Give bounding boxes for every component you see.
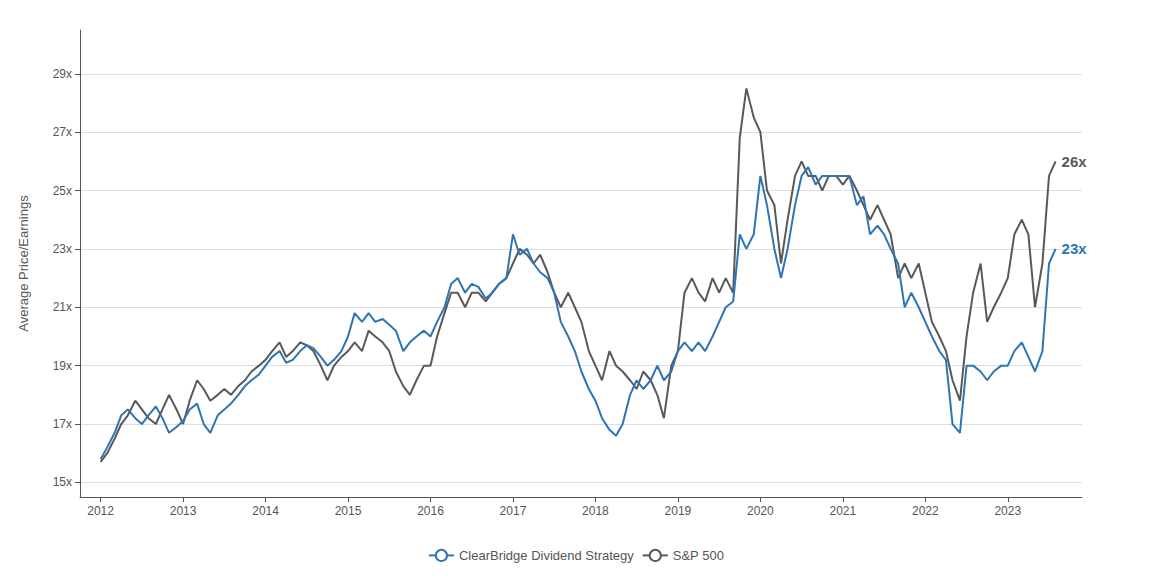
svg-text:2012: 2012 (87, 504, 114, 518)
svg-text:2016: 2016 (417, 504, 444, 518)
svg-text:2015: 2015 (335, 504, 362, 518)
svg-text:2023: 2023 (994, 504, 1021, 518)
svg-text:2013: 2013 (170, 504, 197, 518)
svg-text:2019: 2019 (665, 504, 692, 518)
svg-text:S&P 500: S&P 500 (673, 548, 724, 563)
svg-text:27x: 27x (53, 125, 72, 139)
svg-text:ClearBridge Dividend Strategy: ClearBridge Dividend Strategy (459, 548, 634, 563)
svg-text:2021: 2021 (829, 504, 856, 518)
svg-text:2017: 2017 (500, 504, 527, 518)
svg-text:25x: 25x (53, 184, 72, 198)
svg-text:26x: 26x (1062, 153, 1088, 170)
svg-text:2014: 2014 (252, 504, 279, 518)
svg-text:Average Price/Earnings: Average Price/Earnings (16, 195, 31, 332)
svg-text:19x: 19x (53, 359, 72, 373)
svg-text:23x: 23x (53, 242, 72, 256)
svg-text:2022: 2022 (912, 504, 939, 518)
svg-text:23x: 23x (1062, 240, 1088, 257)
svg-text:17x: 17x (53, 417, 72, 431)
svg-text:21x: 21x (53, 300, 72, 314)
svg-text:29x: 29x (53, 67, 72, 81)
svg-text:2020: 2020 (747, 504, 774, 518)
svg-text:2018: 2018 (582, 504, 609, 518)
svg-text:15x: 15x (53, 475, 72, 489)
